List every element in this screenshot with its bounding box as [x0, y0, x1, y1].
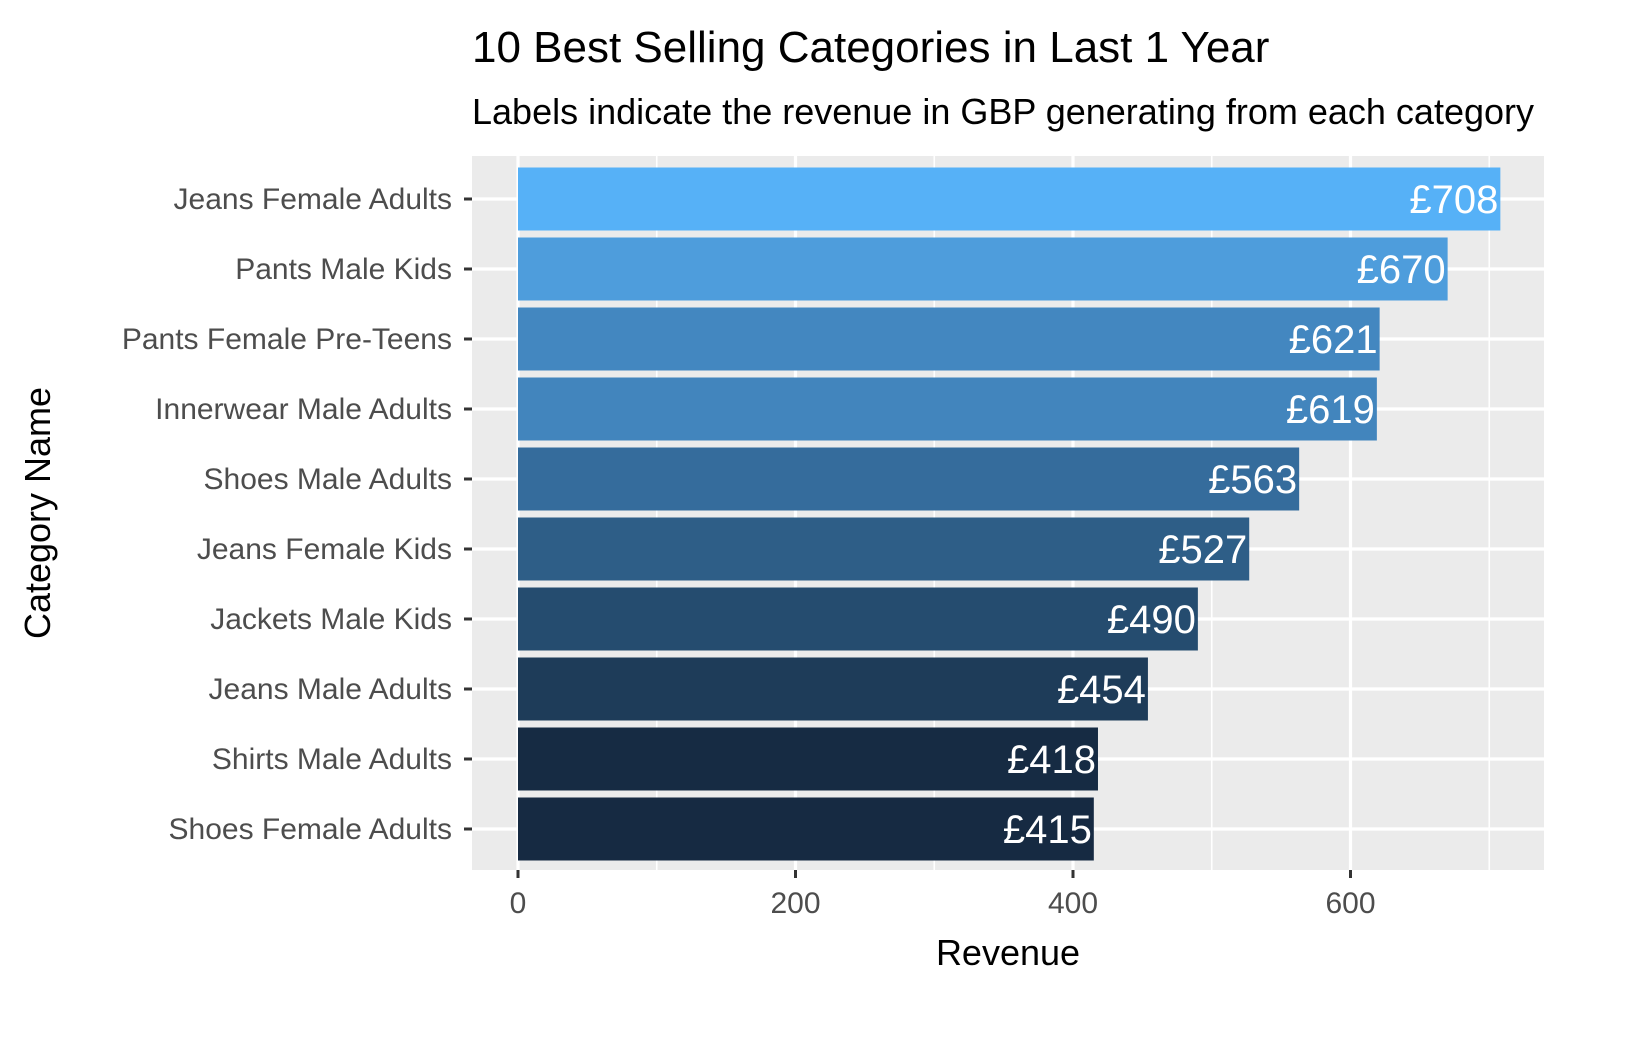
y-tick-label: Shirts Male Adults — [212, 743, 452, 776]
y-tick-label: Shoes Male Adults — [204, 463, 452, 496]
bar — [518, 237, 1448, 301]
x-tick-label: 200 — [770, 887, 820, 920]
y-tick-label: Jackets Male Kids — [210, 603, 452, 636]
bar — [518, 447, 1300, 511]
chart-subtitle: Labels indicate the revenue in GBP gener… — [472, 91, 1534, 132]
bar-value-label: £527 — [1158, 528, 1247, 572]
y-tick-label: Jeans Female Adults — [174, 183, 452, 216]
bar-value-labels: £708 £670 £621 £619 £563 £527 £490 £454 £418 £415 — [1003, 178, 1499, 852]
x-tick-label: 600 — [1325, 887, 1375, 920]
bar — [518, 587, 1198, 651]
bar-value-label: £415 — [1003, 808, 1092, 852]
y-tick-label: Pants Female Pre-Teens — [122, 323, 452, 356]
x-tick-label: 400 — [1048, 887, 1098, 920]
bar — [518, 307, 1380, 371]
x-axis: 0 200 400 600 — [510, 870, 1376, 920]
x-tick-label: 0 — [510, 887, 527, 920]
x-axis-title: Revenue — [936, 932, 1080, 973]
y-axis: Jeans Female Adults Pants Male Kids Pants … — [122, 183, 472, 846]
chart-title: 10 Best Selling Categories in Last 1 Yea… — [472, 23, 1269, 72]
bar-value-label: £490 — [1107, 598, 1196, 642]
bars — [518, 167, 1501, 861]
bar — [518, 727, 1098, 791]
bar-value-label: £619 — [1286, 388, 1375, 432]
bar — [518, 167, 1501, 231]
bar — [518, 377, 1377, 441]
y-tick-label: Innerwear Male Adults — [155, 393, 452, 426]
bar — [518, 657, 1148, 721]
bar — [518, 517, 1250, 581]
bar-value-label: £670 — [1357, 248, 1446, 292]
y-axis-title: Category Name — [17, 387, 58, 639]
y-tick-label: Jeans Female Kids — [197, 533, 452, 566]
y-tick-label: Jeans Male Adults — [209, 673, 452, 706]
bar — [518, 797, 1094, 861]
bar-value-label: £563 — [1208, 458, 1297, 502]
bar-value-label: £708 — [1409, 178, 1498, 222]
bar-value-label: £621 — [1289, 318, 1378, 362]
y-tick-label: Shoes Female Adults — [169, 813, 453, 846]
y-tick-label: Pants Male Kids — [235, 253, 452, 286]
bar-value-label: £454 — [1057, 668, 1146, 712]
bar-value-label: £418 — [1007, 738, 1096, 782]
